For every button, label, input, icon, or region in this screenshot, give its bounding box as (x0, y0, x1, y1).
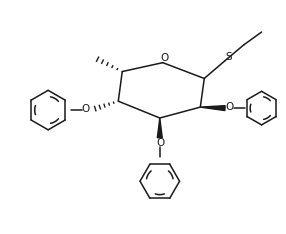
Polygon shape (200, 106, 225, 111)
Text: O: O (157, 138, 165, 148)
Text: O: O (226, 102, 234, 112)
Text: S: S (226, 52, 232, 62)
Polygon shape (157, 118, 162, 138)
Text: O: O (82, 104, 90, 114)
Text: O: O (161, 53, 169, 63)
